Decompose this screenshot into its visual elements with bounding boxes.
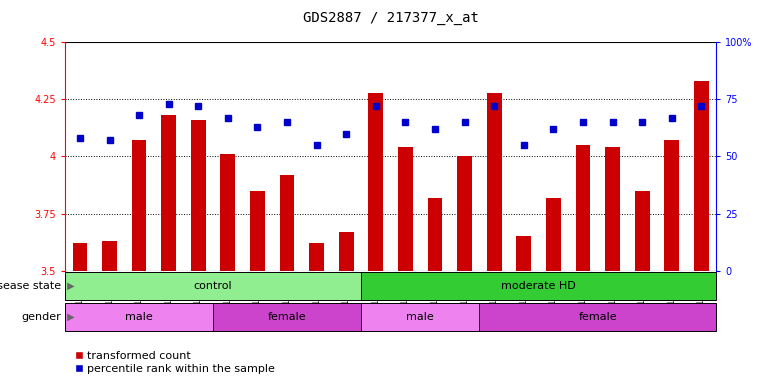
Bar	[635, 191, 650, 271]
Text: male: male	[125, 312, 153, 322]
Text: female: female	[578, 312, 617, 322]
Bar	[162, 115, 176, 271]
Text: control: control	[194, 281, 232, 291]
Bar	[361, 272, 716, 300]
Bar	[65, 272, 361, 300]
Text: moderate HD: moderate HD	[501, 281, 576, 291]
Bar	[368, 93, 383, 271]
Text: ▶: ▶	[64, 312, 74, 322]
Text: female: female	[268, 312, 306, 322]
Bar	[280, 175, 294, 271]
Bar	[73, 243, 87, 271]
Bar	[65, 303, 213, 331]
Bar	[480, 303, 716, 331]
Bar	[546, 198, 561, 271]
Bar	[361, 303, 480, 331]
Bar	[487, 93, 502, 271]
Bar	[694, 81, 709, 271]
Bar	[427, 198, 443, 271]
Bar	[213, 303, 361, 331]
Bar	[575, 145, 591, 271]
Bar	[191, 120, 206, 271]
Bar	[250, 191, 265, 271]
Text: ▶: ▶	[64, 281, 74, 291]
Bar	[339, 232, 354, 271]
Bar	[516, 237, 532, 271]
Text: GDS2887 / 217377_x_at: GDS2887 / 217377_x_at	[303, 11, 479, 25]
Text: disease state: disease state	[0, 281, 61, 291]
Bar	[102, 241, 117, 271]
Text: gender: gender	[21, 312, 61, 322]
Legend: transformed count, percentile rank within the sample: transformed count, percentile rank withi…	[70, 346, 280, 379]
Bar	[457, 157, 472, 271]
Bar	[132, 141, 146, 271]
Bar	[664, 141, 679, 271]
Bar	[221, 154, 235, 271]
Bar	[605, 147, 620, 271]
Bar	[398, 147, 413, 271]
Text: male: male	[407, 312, 434, 322]
Bar	[309, 243, 324, 271]
